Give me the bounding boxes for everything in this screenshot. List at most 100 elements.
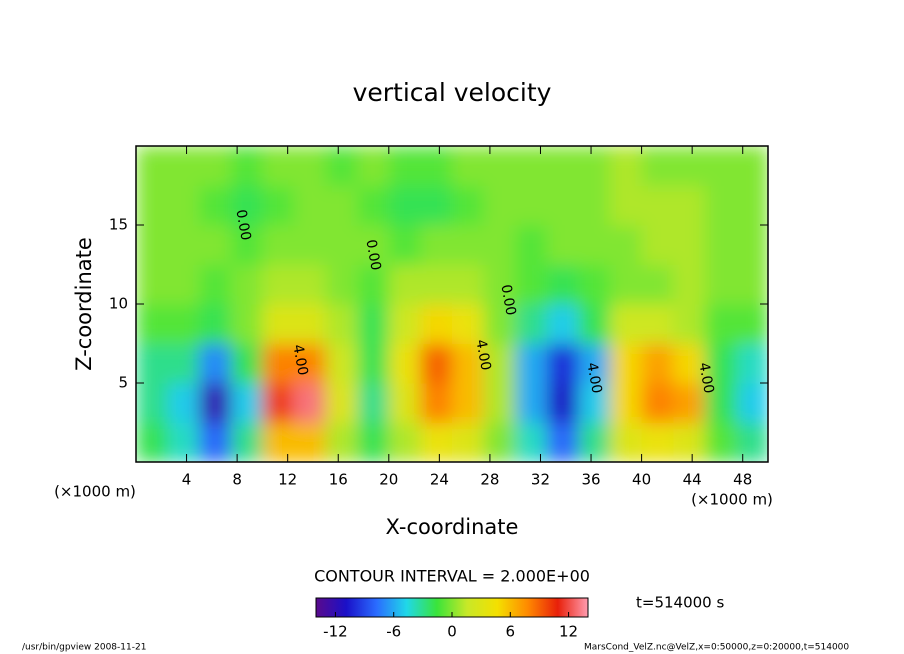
cell xyxy=(230,343,263,384)
footer: MarsCond_VelZ.nc@VelZ,x=0:50000,z=0:2000… xyxy=(584,643,849,653)
cell xyxy=(483,264,516,305)
cell xyxy=(546,343,579,384)
cell xyxy=(357,343,390,384)
cell xyxy=(420,383,453,423)
cell xyxy=(167,383,200,423)
cell xyxy=(262,185,295,226)
cell xyxy=(483,383,516,423)
cell xyxy=(704,225,737,265)
x-tick-label: 36 xyxy=(581,471,600,489)
cell xyxy=(294,304,327,344)
y-tick-label: 15 xyxy=(109,216,128,234)
colorbar-tick-label: 6 xyxy=(506,623,516,641)
cell xyxy=(704,343,737,384)
cell xyxy=(515,146,548,186)
cell xyxy=(325,264,358,305)
cell xyxy=(262,225,295,265)
cell xyxy=(578,146,611,186)
cell xyxy=(199,146,232,186)
cell xyxy=(420,304,453,344)
cell xyxy=(641,343,674,384)
x-tick-label: 40 xyxy=(632,471,651,489)
cell xyxy=(641,225,674,265)
cell xyxy=(262,264,295,305)
x-tick-label: 12 xyxy=(278,471,297,489)
cell xyxy=(610,264,643,305)
cell xyxy=(388,304,421,344)
footer: /usr/bin/gpview 2008-11-21 xyxy=(22,643,146,653)
x-tick-label: 44 xyxy=(683,471,702,489)
contour-label: 4.00 xyxy=(695,361,716,394)
cell xyxy=(230,383,263,423)
cell xyxy=(452,146,485,186)
cell xyxy=(673,185,706,226)
cell xyxy=(294,185,327,226)
cell xyxy=(357,264,390,305)
cell xyxy=(546,185,579,226)
cell xyxy=(167,146,200,186)
cell xyxy=(452,185,485,226)
cell xyxy=(515,422,548,463)
contour-label: 4.00 xyxy=(472,338,493,371)
cell xyxy=(199,225,232,265)
cell xyxy=(357,146,390,186)
cell xyxy=(167,343,200,384)
cell xyxy=(641,185,674,226)
cell xyxy=(230,304,263,344)
cell xyxy=(704,264,737,305)
cell xyxy=(704,422,737,463)
x-tick-label: 8 xyxy=(232,471,242,489)
cell xyxy=(578,383,611,423)
cell xyxy=(357,422,390,463)
cell xyxy=(452,225,485,265)
cell xyxy=(483,343,516,384)
contour-label: 0.00 xyxy=(497,283,518,316)
cell xyxy=(673,343,706,384)
cell xyxy=(325,225,358,265)
cell xyxy=(420,422,453,463)
cell xyxy=(325,422,358,463)
cell xyxy=(262,304,295,344)
cell xyxy=(388,343,421,384)
cell xyxy=(136,185,169,226)
cell xyxy=(578,185,611,226)
cell xyxy=(515,264,548,305)
cell xyxy=(610,383,643,423)
cell xyxy=(673,304,706,344)
cell xyxy=(136,343,169,384)
cell xyxy=(673,146,706,186)
cell xyxy=(357,225,390,265)
cell xyxy=(546,225,579,265)
x-unit: (×1000 m) xyxy=(691,491,773,509)
cell xyxy=(388,422,421,463)
cell xyxy=(167,225,200,265)
y-tick-label: 10 xyxy=(109,295,128,313)
cell xyxy=(167,264,200,305)
cell xyxy=(357,304,390,344)
cell xyxy=(199,383,232,423)
cell xyxy=(515,304,548,344)
cell xyxy=(325,304,358,344)
cell xyxy=(483,304,516,344)
cell xyxy=(325,146,358,186)
cell xyxy=(641,146,674,186)
x-tick-label: 4 xyxy=(182,471,192,489)
cell xyxy=(136,304,169,344)
cell xyxy=(262,343,295,384)
cell xyxy=(546,146,579,186)
y-axis-label: Z-coordinate xyxy=(72,237,96,371)
cell xyxy=(388,185,421,226)
time-label: t=514000 s xyxy=(636,594,724,612)
cell xyxy=(230,264,263,305)
cell xyxy=(546,264,579,305)
cell xyxy=(167,422,200,463)
cell xyxy=(483,185,516,226)
cell xyxy=(483,146,516,186)
cell xyxy=(294,264,327,305)
cell xyxy=(736,383,769,423)
cell xyxy=(452,264,485,305)
cell xyxy=(294,422,327,463)
cell xyxy=(736,343,769,384)
cell xyxy=(136,264,169,305)
